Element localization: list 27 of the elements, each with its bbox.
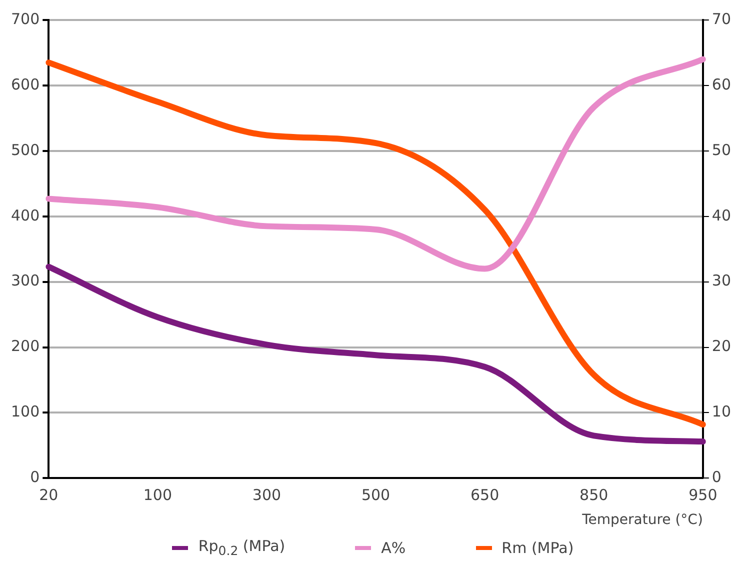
y-tick-label: 0 [30, 468, 40, 486]
x-tick-label: 20 [39, 486, 58, 504]
x-tick-label: 850 [580, 486, 608, 504]
legend-label: Rm (MPa) [502, 538, 574, 556]
y2-tick-label: 70 [712, 10, 732, 28]
y2-tick-label: 0 [712, 468, 722, 486]
x-tick-label: 500 [361, 486, 390, 504]
y-tick-label: 400 [10, 206, 40, 224]
y2-tick-label: 60 [712, 75, 732, 94]
y-tick-label: 100 [10, 402, 40, 421]
x-tick-label: 950 [688, 486, 718, 504]
y-tick-label: 700 [10, 10, 40, 28]
legend-label: A% [381, 538, 406, 556]
y2-tick-label: 50 [712, 140, 732, 159]
y-tick-label: 500 [10, 140, 40, 159]
x-tick-label: 100 [143, 486, 172, 504]
x-tick-label: 650 [470, 486, 500, 504]
y2-tick-label: 40 [712, 206, 732, 224]
x-tick-label: 300 [252, 486, 282, 504]
y-tick-label: 300 [10, 272, 40, 290]
x-axis-title: Temperature (°C) [581, 512, 703, 528]
y2-tick-label: 20 [712, 337, 732, 356]
y-tick-label: 200 [10, 337, 40, 356]
legend-label: Rp$_{0.2}$ (MPa) [198, 537, 286, 558]
y2-tick-label: 30 [712, 272, 732, 290]
y2-tick-label: 10 [712, 402, 732, 421]
y-tick-label: 600 [10, 75, 40, 94]
